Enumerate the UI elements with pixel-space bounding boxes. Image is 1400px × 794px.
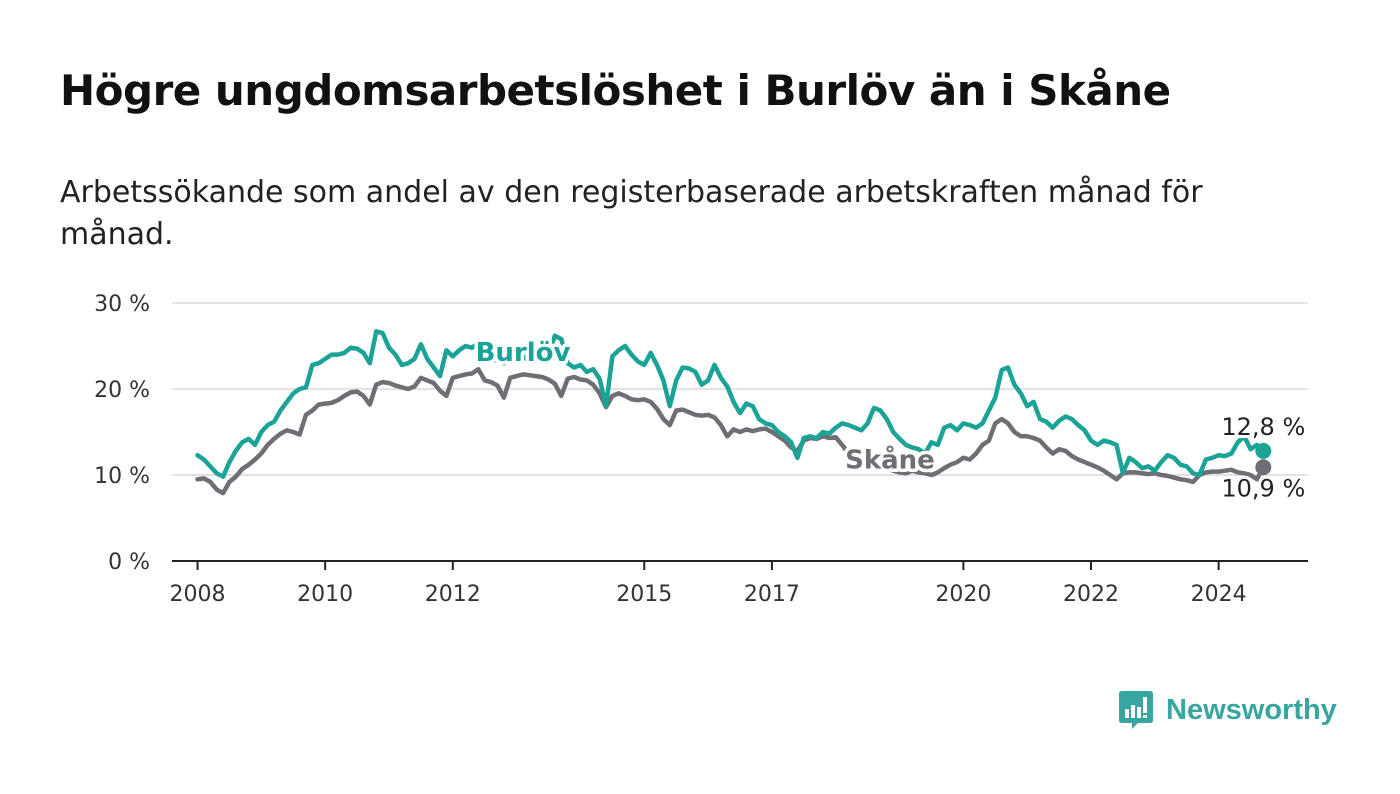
y-axis-ticks: 0 % 10 % 20 % 30 %: [94, 292, 150, 575]
y-tick-label: 30 %: [94, 292, 150, 317]
gridlines: [172, 302, 1308, 562]
y-tick-label: 10 %: [94, 464, 150, 489]
chart-subtitle: Arbetssökande som andel av den registerb…: [60, 175, 1203, 252]
end-marker-burlov: [1255, 442, 1272, 459]
series-label-burlov: Burlöv: [476, 338, 571, 368]
x-tick-label: 2020: [935, 582, 991, 607]
x-tick-label: 2008: [170, 582, 226, 607]
chart-title: Högre ungdomsarbetslöshet i Burlöv än i …: [60, 66, 1171, 115]
series-labels: Burlöv Skåne: [472, 335, 938, 480]
series-line-skane: [195, 366, 1266, 496]
x-tick-label: 2024: [1191, 582, 1247, 607]
x-tick-label: 2022: [1063, 582, 1119, 607]
x-tick-label: 2017: [744, 582, 800, 607]
end-markers: 12,8 % 10,9 %: [1218, 410, 1308, 505]
end-value-label-skane: 10,9 %: [1221, 474, 1305, 502]
end-marker-skane: [1255, 459, 1272, 476]
newsworthy-logo[interactable]: Newsworthy: [1118, 690, 1337, 730]
series-label-skane: Skåne: [845, 444, 935, 476]
series-lines: [195, 329, 1266, 496]
x-tick-label: 2015: [616, 582, 672, 607]
x-tick-label: 2010: [297, 582, 353, 607]
x-tick-label: 2012: [425, 582, 481, 607]
logo-text: Newsworthy: [1166, 693, 1337, 726]
end-value-label-burlov: 12,8 %: [1221, 413, 1305, 441]
bar-chart-speech-bubble-icon: [1119, 691, 1153, 729]
series-line-burlov: [195, 329, 1266, 479]
y-tick-label: 0 %: [108, 550, 150, 575]
x-axis-ticks: 2008 2010 2012 2015 2017 2020 2022 2024: [170, 561, 1247, 607]
y-tick-label: 20 %: [94, 378, 150, 403]
